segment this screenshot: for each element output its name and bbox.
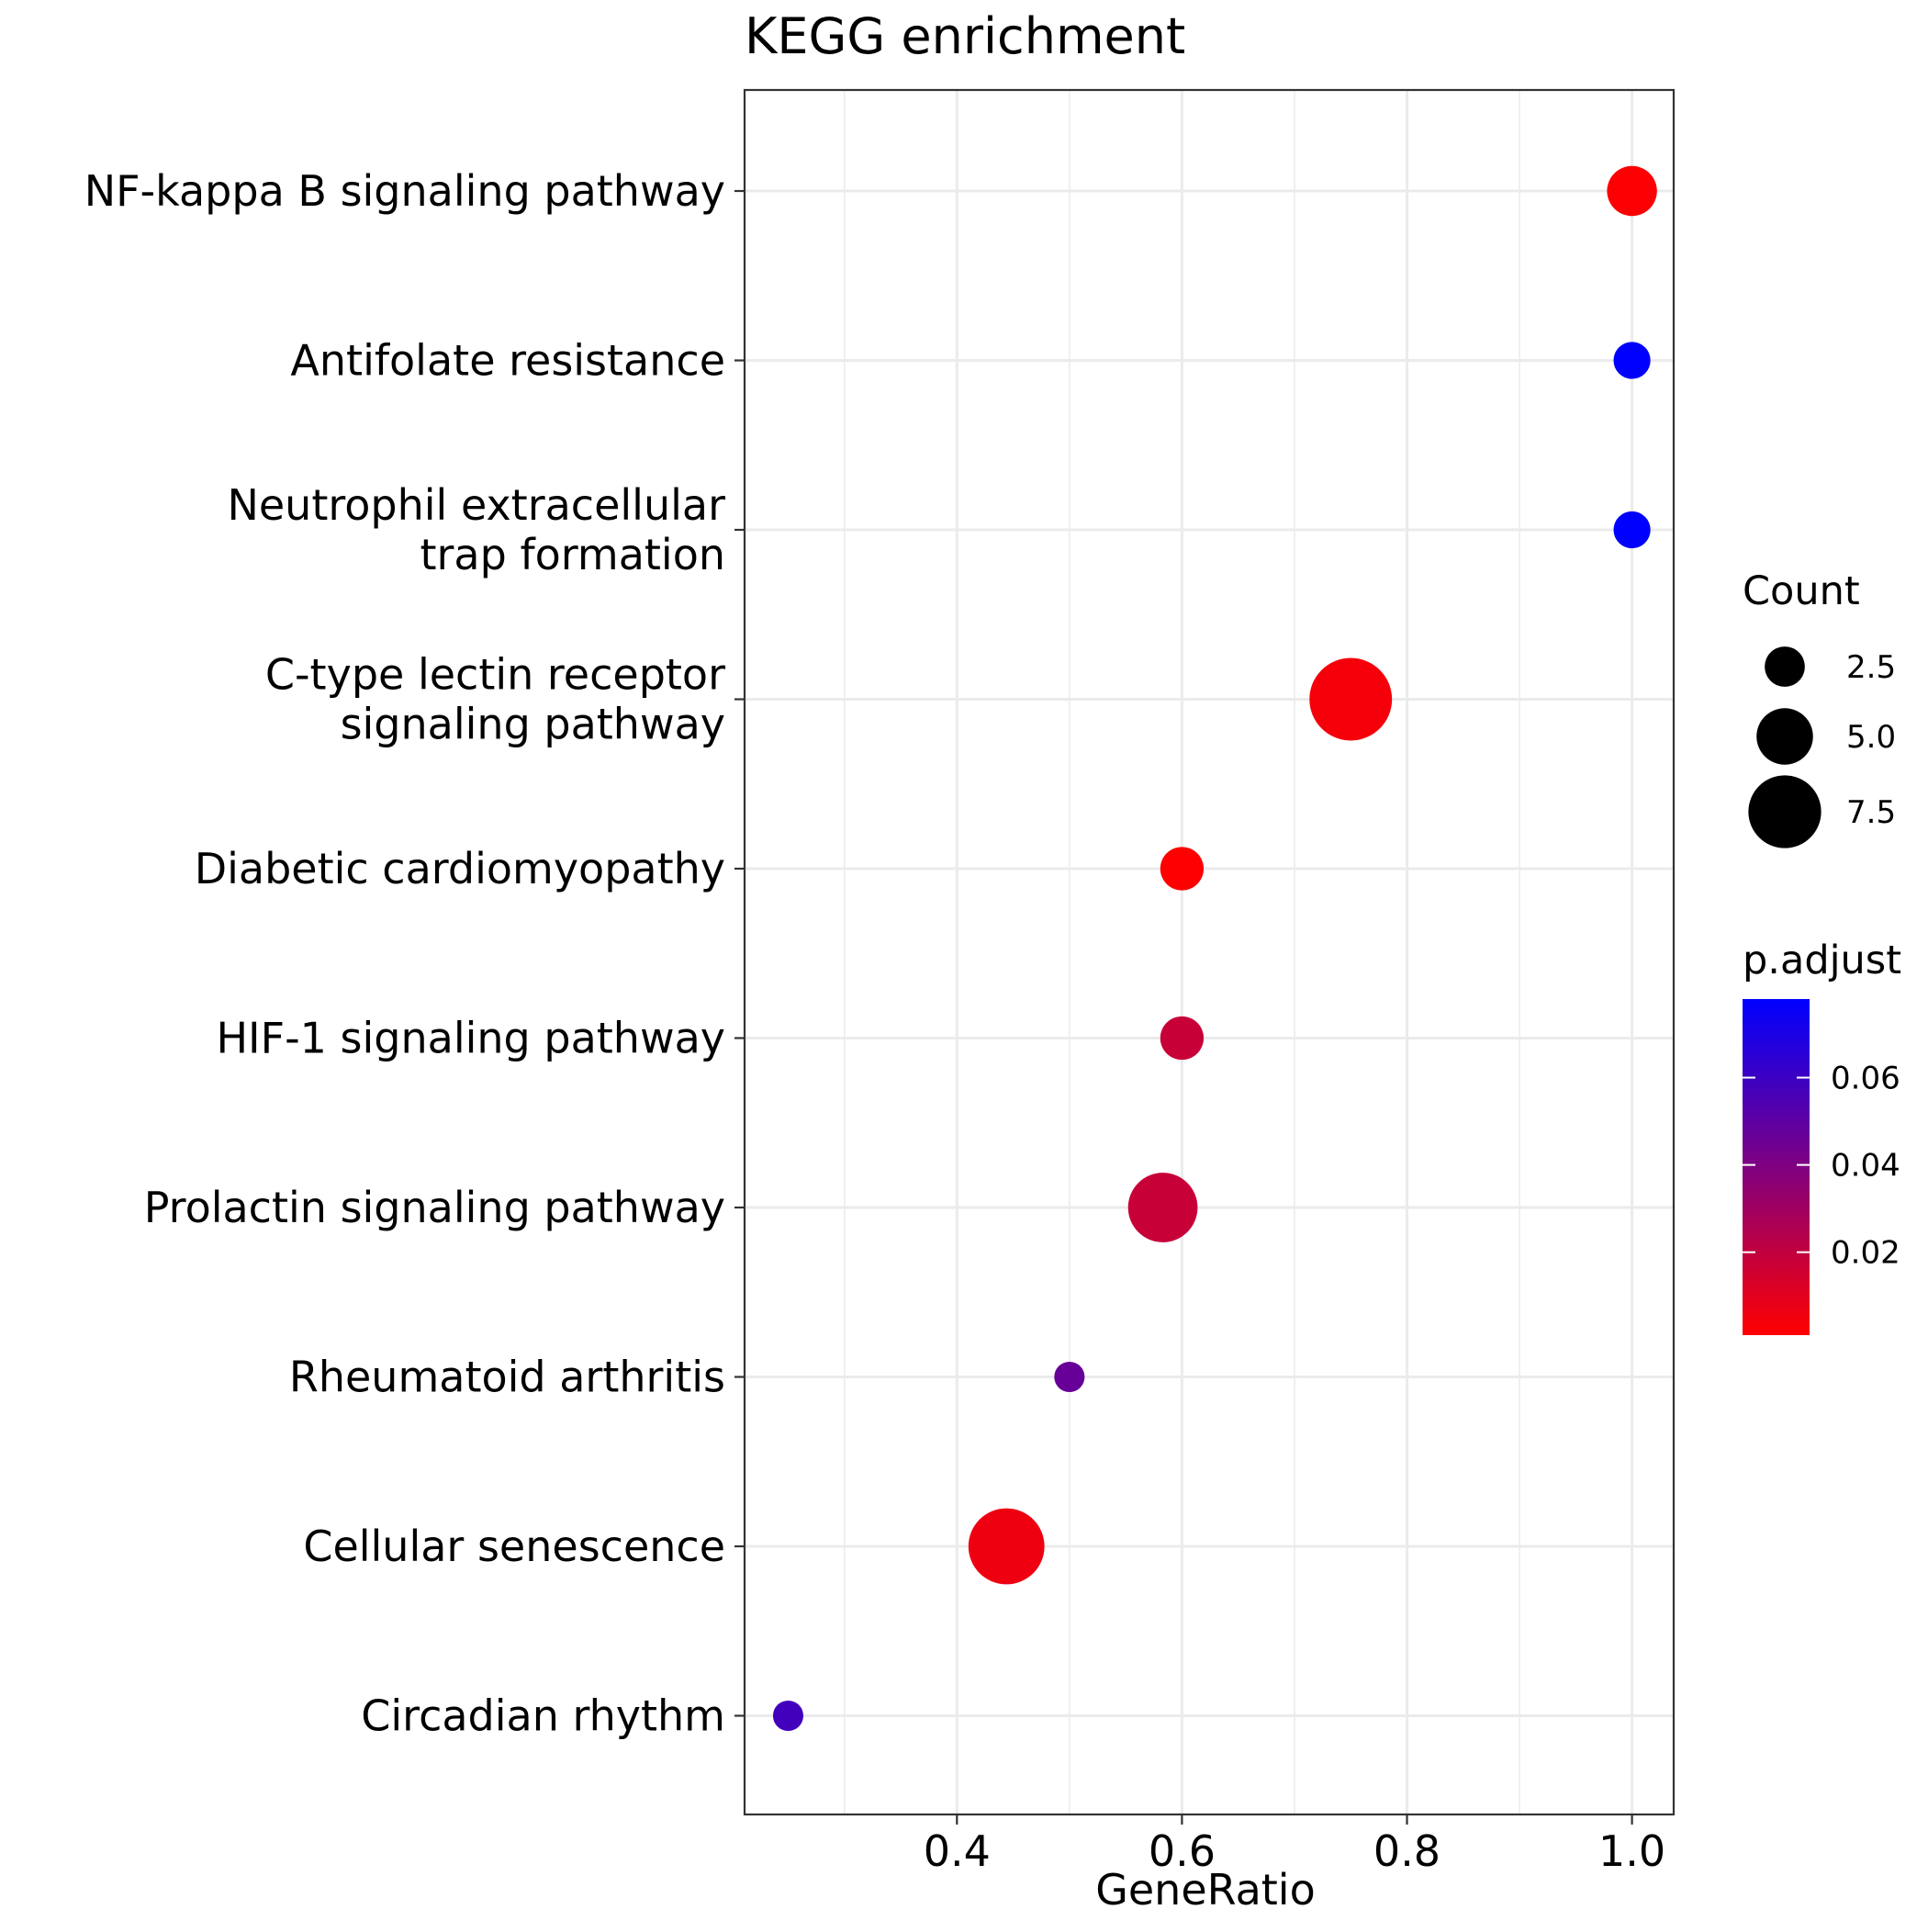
x-tick-label: 0.8: [1373, 1826, 1440, 1876]
y-tick-label: Rheumatoid arthritis: [289, 1353, 725, 1402]
p-adjust-legend: p.adjust 0.02 0.04 0.06: [1743, 938, 1901, 1335]
y-tick-label: Diabetic cardiomyopathy: [195, 844, 725, 893]
data-point: [1309, 657, 1393, 741]
p-adjust-colorbar: [1743, 999, 1810, 1335]
data-point: [1613, 511, 1651, 549]
x-axis-title: GeneRatio: [1095, 1865, 1316, 1915]
panel-border: [743, 88, 1676, 1816]
y-tick-label: C-type lectin receptor: [265, 650, 725, 700]
y-tick-label: NF-kappa B signaling pathway: [84, 166, 725, 216]
count-legend-key: [1765, 646, 1805, 687]
data-point: [968, 1508, 1045, 1585]
plot-panel: [745, 90, 1674, 1814]
y-tick-label: Cellular senescence: [303, 1522, 725, 1571]
data-point: [1160, 847, 1205, 891]
data-point: [772, 1700, 804, 1732]
count-legend-label: 2.5: [1846, 649, 1896, 686]
y-tick-label: Antifolate resistance: [290, 336, 725, 386]
data-point: [1127, 1173, 1198, 1242]
axes: NF-kappa B signaling pathway Antifolate r…: [84, 88, 1676, 1876]
y-tick-label: Prolactin signaling pathway: [144, 1183, 725, 1232]
count-legend-key: [1748, 775, 1822, 848]
colorbar-tick-label: 0.02: [1831, 1235, 1900, 1272]
count-legend-title: Count: [1743, 568, 1860, 614]
colorbar-tick-label: 0.06: [1831, 1061, 1900, 1097]
count-legend-label: 5.0: [1846, 719, 1896, 756]
x-tick-label: 0.4: [924, 1826, 991, 1876]
data-point: [1607, 165, 1657, 217]
count-legend: Count 2.5 5.0 7.5: [1743, 568, 1896, 848]
colorbar-tick-label: 0.04: [1831, 1148, 1900, 1185]
count-legend-key: [1756, 708, 1813, 765]
y-tick-label: Circadian rhythm: [361, 1691, 725, 1741]
y-tick-label: Neutrophil extracellular: [227, 480, 725, 530]
count-legend-label: 7.5: [1846, 794, 1896, 831]
data-point: [1160, 1016, 1205, 1061]
y-tick-label: HIF-1 signaling pathway: [216, 1014, 725, 1063]
y-tick-label: trap formation: [420, 530, 725, 579]
data-point: [1613, 342, 1651, 379]
chart-title: KEGG enrichment: [745, 7, 1185, 65]
data-point: [1054, 1361, 1085, 1393]
data-points: [772, 165, 1657, 1732]
x-tick-label: 0.6: [1149, 1826, 1216, 1876]
gridlines: [745, 90, 1674, 1814]
p-adjust-legend-title: p.adjust: [1743, 938, 1901, 983]
x-tick-label: 1.0: [1598, 1826, 1665, 1876]
y-tick-label: signaling pathway: [341, 700, 725, 749]
